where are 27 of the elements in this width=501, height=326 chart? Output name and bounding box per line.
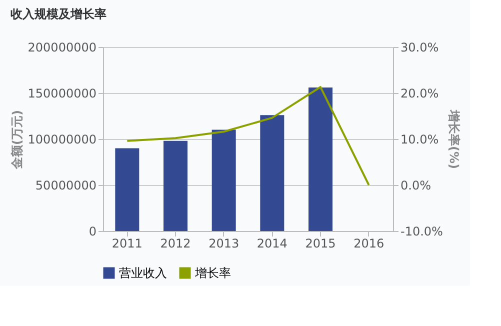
line-series — [126, 86, 370, 186]
legend-label: 增长率 — [194, 266, 231, 280]
chart-title: 收入规模及增长率 — [10, 7, 106, 21]
y2-tick-label: 10.0% — [400, 132, 439, 146]
y2-tick-label: 30.0% — [400, 40, 439, 54]
y-axis-title: 金额(万元) — [10, 110, 24, 170]
y2-tick-label: 0.0% — [400, 178, 431, 192]
x-tick-label: 2016 — [354, 236, 384, 250]
y-tick-label: 50000000 — [35, 178, 96, 192]
x-tick-label: 2015 — [305, 236, 336, 250]
x-tick-label: 2012 — [160, 236, 191, 250]
y-tick-label: 200000000 — [28, 40, 96, 54]
y2-tick-label: -10.0% — [400, 224, 443, 238]
bar — [260, 115, 284, 231]
bar — [164, 140, 188, 231]
y-tick-label: 150000000 — [28, 86, 96, 100]
y2-axis-title: 增长率(%) — [446, 109, 461, 169]
y2-tick-label: 20.0% — [400, 86, 439, 100]
bar — [115, 148, 140, 231]
y-tick-label: 100000000 — [28, 132, 96, 146]
bar — [212, 130, 236, 231]
x-tick-label: 2011 — [112, 236, 142, 250]
legend-label: 营业收入 — [119, 266, 167, 280]
x-tick-label: 2014 — [256, 236, 288, 250]
y-tick-label: 0 — [88, 224, 96, 238]
bar — [308, 87, 332, 231]
x-tick-label: 2013 — [208, 236, 240, 250]
